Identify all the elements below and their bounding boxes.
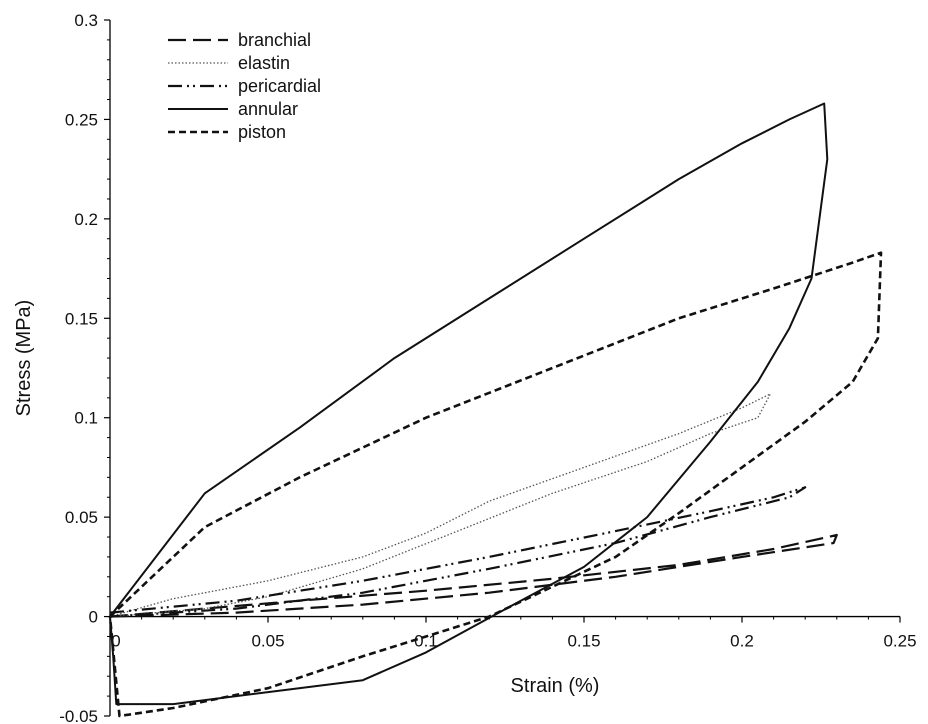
y-tick-label: 0	[89, 608, 98, 627]
series-annular-line	[109, 102, 829, 706]
legend-item-annular: annular	[168, 99, 298, 119]
y-tick-label: 0.15	[65, 309, 98, 328]
x-tick-label: 0.1	[414, 632, 438, 651]
legend-item-branchial: branchial	[168, 30, 311, 50]
legend-item-elastin: elastin	[168, 53, 290, 73]
y-tick-label: 0.25	[65, 110, 98, 129]
legend-label-piston: piston	[238, 122, 286, 142]
legend: branchial elastin pericardial annular piston	[168, 30, 321, 142]
x-tick-label: 0.15	[567, 632, 600, 651]
legend-label-branchial: branchial	[238, 30, 311, 50]
legend-label-annular: annular	[238, 99, 298, 119]
legend-label-pericardial: pericardial	[238, 76, 321, 96]
x-tick-label: 0.25	[883, 632, 916, 651]
legend-item-piston: piston	[168, 122, 286, 142]
legend-item-pericardial: pericardial	[168, 76, 321, 96]
series-branchial-line	[109, 533, 838, 618]
x-tick-label: 0	[111, 632, 120, 651]
series-piston-line	[108, 251, 883, 718]
y-tick-label: -0.05	[59, 707, 98, 724]
x-tick-label: 0.05	[251, 632, 284, 651]
series-pericardial-line	[109, 486, 807, 618]
y-tick-label: 0.2	[74, 210, 98, 229]
legend-label-elastin: elastin	[238, 53, 290, 73]
y-tick-label: 0.3	[74, 11, 98, 30]
y-tick-label: 0.05	[65, 508, 98, 527]
x-axis-title: Strain (%)	[511, 675, 600, 697]
series-elastin-line	[109, 393, 772, 618]
axes: -0.05 0 0.05 0.1 0.15 0.2 0.25 0.3 0 0.05 0.1 0.15 0…	[59, 11, 916, 724]
y-tick-label: 0.1	[74, 409, 98, 428]
series-layer	[108, 102, 883, 718]
x-tick-label: 0.2	[730, 632, 754, 651]
y-axis-title: Stress (MPa)	[13, 300, 35, 417]
